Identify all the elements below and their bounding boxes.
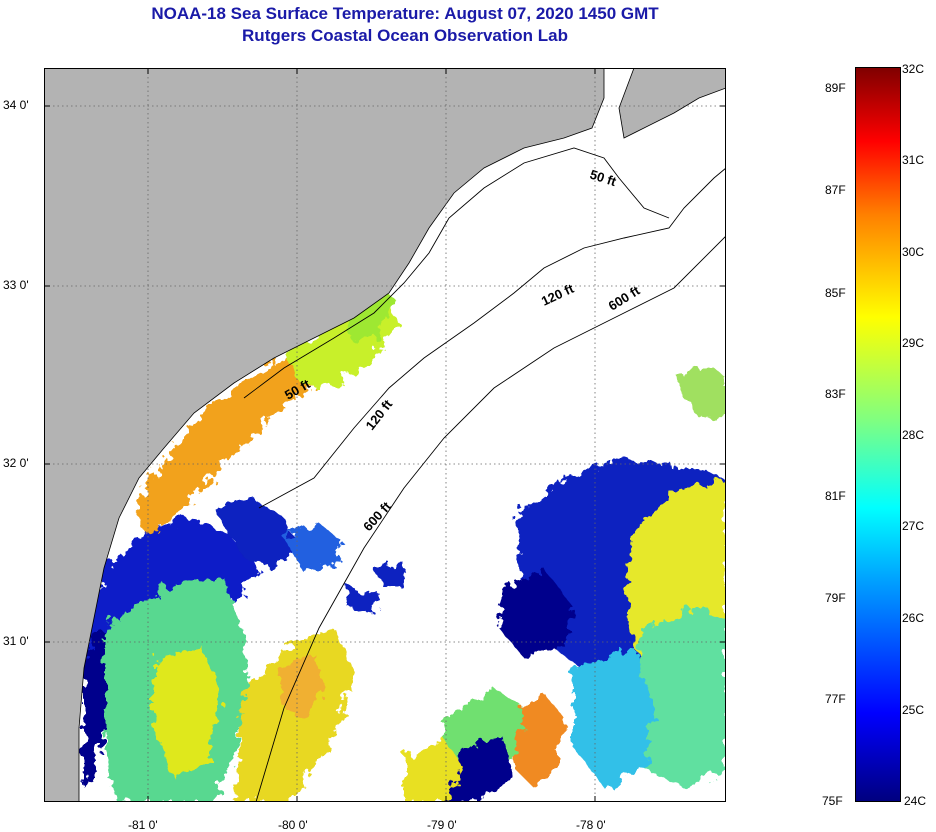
- contour-50ft: [243, 147, 670, 399]
- contour-120ft: [258, 167, 726, 509]
- sst-patch-se-green: [624, 608, 726, 788]
- colorbar-c-29: 29C: [902, 336, 925, 350]
- bathymetry-contours: [243, 147, 726, 802]
- colorbar-f-83: 83F: [825, 387, 846, 401]
- colorbar-c-26: 26C: [902, 611, 925, 625]
- sst-patch-s-orange-2: [514, 693, 564, 788]
- lon-label-79: -79 0': [427, 818, 457, 832]
- map-frame: [44, 68, 726, 802]
- colorbar-f-79: 79F: [825, 591, 846, 605]
- lat-label-34: 34 0': [3, 98, 29, 112]
- sst-patch-s-orange: [279, 653, 324, 718]
- lon-label-78: -78 0': [576, 818, 606, 832]
- colorbar-f-81: 81F: [825, 489, 846, 503]
- land-ne-cape: [618, 68, 726, 139]
- sst-patch-s-darkblue-2: [444, 738, 514, 802]
- sst-patch-mid-blue-1: [214, 498, 299, 568]
- sst-patch-mid-blue-4: [349, 588, 379, 613]
- colorbar-f-87: 87F: [825, 183, 846, 197]
- lat-label-32: 32 0': [3, 456, 29, 470]
- colorbar-f-85: 85F: [825, 286, 846, 300]
- map-grid: [44, 68, 726, 802]
- sst-patch-coastal-orange: [134, 338, 344, 538]
- temperature-colorbar: [855, 67, 901, 802]
- lon-label-80: -80 0': [278, 818, 308, 832]
- sst-patch-s-yellow: [234, 628, 354, 802]
- map-subtitle: Rutgers Coastal Ocean Observation Lab: [242, 26, 568, 45]
- colorbar-f-75: 75F: [822, 794, 843, 808]
- lon-label-81: -81 0': [128, 818, 158, 832]
- sst-patch-se-cyan: [574, 648, 654, 788]
- colorbar-c-31: 31C: [902, 153, 925, 167]
- sst-patch-s-yellow-2: [404, 738, 464, 802]
- land-mass: [44, 68, 605, 802]
- colorbar-f-77: 77F: [825, 692, 846, 706]
- lat-label-31: 31 0': [3, 634, 29, 648]
- colorbar-f-89: 89F: [825, 81, 846, 95]
- colorbar-c-30: 30C: [902, 245, 925, 259]
- sst-map: 50 ft 120 ft 600 ft 50 ft 120 ft 600 ft: [44, 68, 726, 802]
- colorbar-c-25: 25C: [902, 703, 925, 717]
- sst-patch-mid-blue-2: [284, 523, 344, 573]
- sst-patch-mid-blue-3: [374, 563, 409, 588]
- map-title: NOAA-18 Sea Surface Temperature: August …: [151, 4, 659, 23]
- colorbar-c-28: 28C: [902, 428, 925, 442]
- sst-patch-e-green: [674, 368, 726, 418]
- sst-data-layer: [84, 218, 726, 802]
- sst-patch-se-darkblue: [499, 568, 574, 658]
- map-ticks: [44, 68, 726, 802]
- sst-patch-sw-yellow: [154, 648, 219, 778]
- colorbar-c-24: 24C: [904, 794, 927, 808]
- colorbar-c-27: 27C: [902, 519, 925, 533]
- contour-600ft: [255, 235, 726, 802]
- lat-label-33: 33 0': [3, 278, 29, 292]
- colorbar-c-32: 32C: [902, 62, 925, 76]
